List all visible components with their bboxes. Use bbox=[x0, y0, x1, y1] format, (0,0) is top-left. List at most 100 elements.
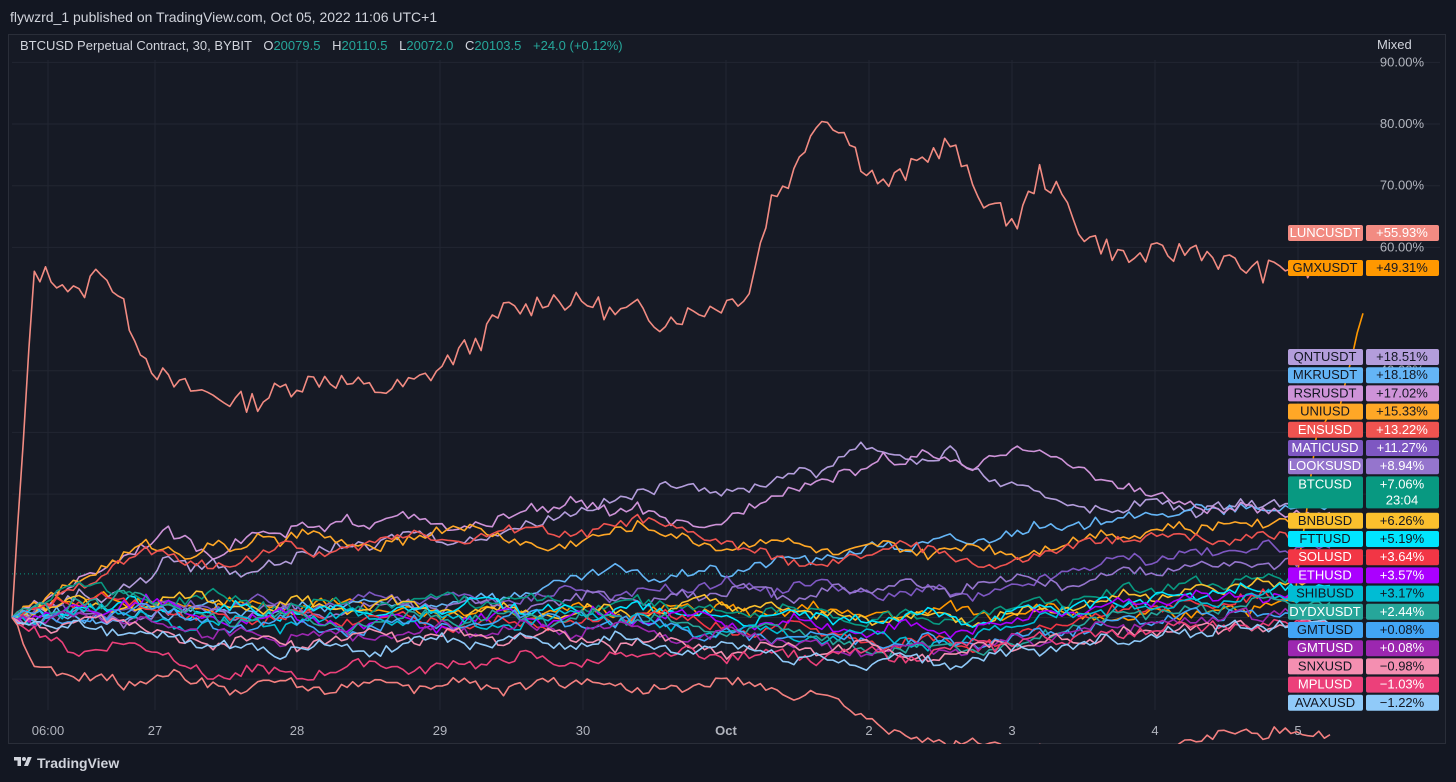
price-label-dydxusdt[interactable]: DYDXUSDT +2.44% bbox=[1288, 603, 1439, 620]
series-change: +18.18% bbox=[1376, 367, 1428, 382]
price-label-avaxusd[interactable]: AVAXUSD −1.22% bbox=[1288, 694, 1439, 711]
series-line[interactable] bbox=[11, 588, 1331, 654]
series-change: +6.26% bbox=[1380, 513, 1425, 528]
series-lines bbox=[11, 120, 1364, 764]
series-name: UNIUSD bbox=[1300, 404, 1350, 419]
series-line[interactable] bbox=[11, 513, 1331, 620]
x-tick-label: 29 bbox=[433, 723, 447, 738]
series-change: +55.93% bbox=[1376, 225, 1428, 240]
series-change: +13.22% bbox=[1376, 422, 1428, 437]
series-change: +3.57% bbox=[1380, 567, 1425, 582]
series-change: +3.64% bbox=[1380, 549, 1425, 564]
series-name: ETHUSD bbox=[1298, 567, 1351, 582]
series-name: AVAXUSD bbox=[1295, 695, 1355, 710]
series-line[interactable] bbox=[11, 517, 1331, 620]
high-value: 20110.5 bbox=[341, 38, 388, 53]
price-label-bnbusd[interactable]: BNBUSD +6.26% bbox=[1288, 512, 1439, 529]
open-value: 20079.5 bbox=[273, 38, 321, 53]
series-change: +15.33% bbox=[1376, 404, 1428, 419]
grid-lines bbox=[12, 60, 1440, 710]
price-label-ethusd[interactable]: ETHUSD +3.57% bbox=[1288, 567, 1439, 584]
series-line[interactable] bbox=[11, 441, 1331, 619]
price-label-btcusd[interactable]: BTCUSD +7.06%23:04 bbox=[1288, 476, 1439, 509]
x-axis: 06:00 27 28 29 30 Oct 2 3 4 5 bbox=[32, 723, 1302, 738]
series-price-labels: LUNCUSDT +55.93% GMXUSDT +49.31% QNTUSDT +18.… bbox=[1288, 225, 1439, 711]
series-line[interactable] bbox=[11, 502, 1331, 626]
price-label-rsrusdt[interactable]: RSRUSDT +17.02% bbox=[1288, 385, 1439, 402]
top-bar: flywzrd_1 published on TradingView.com, … bbox=[0, 0, 1456, 34]
series-line[interactable] bbox=[11, 602, 1331, 650]
low-value: 20072.0 bbox=[406, 38, 454, 53]
series-line[interactable] bbox=[11, 617, 1331, 764]
series-change: +5.19% bbox=[1380, 531, 1425, 546]
close-label: C bbox=[464, 38, 475, 53]
tradingview-brand[interactable]: TradingView bbox=[37, 755, 120, 771]
y-tick-label: 90.00% bbox=[1380, 54, 1425, 69]
price-label-fttusd[interactable]: FTTUSD +5.19% bbox=[1288, 531, 1439, 547]
y-tick-label: 80.00% bbox=[1380, 116, 1425, 131]
series-change: −1.22% bbox=[1380, 695, 1425, 710]
x-tick-label: 4 bbox=[1151, 723, 1158, 738]
series-change: +0.08% bbox=[1380, 640, 1425, 655]
price-label-gmxusdt[interactable]: GMXUSDT +49.31% bbox=[1288, 260, 1439, 276]
series-change: +17.02% bbox=[1376, 385, 1428, 400]
series-name: BTCUSD bbox=[1298, 476, 1351, 491]
series-name: LUNCUSDT bbox=[1290, 225, 1361, 240]
high-label: H bbox=[332, 38, 342, 53]
series-name: MKRUSDT bbox=[1293, 367, 1357, 382]
symbol-title[interactable]: BTCUSD Perpetual Contract, 30, BYBIT bbox=[20, 38, 252, 53]
price-label-solusd[interactable]: SOLUSD +3.64% bbox=[1288, 549, 1439, 566]
price-label-maticusd[interactable]: MATICUSD +11.27% bbox=[1288, 440, 1439, 456]
series-name: LOOKSUSD bbox=[1289, 458, 1361, 473]
series-change: +11.27% bbox=[1377, 440, 1428, 455]
series-change: +18.51% bbox=[1376, 349, 1428, 364]
price-label-ensusd[interactable]: ENSUSD +13.22% bbox=[1288, 421, 1439, 438]
change-value: +24.0 (+0.12%) bbox=[533, 38, 623, 53]
series-line[interactable] bbox=[11, 589, 1331, 659]
y-tick-label: 70.00% bbox=[1380, 178, 1425, 193]
price-label-shibusd[interactable]: SHIBUSD +3.17% bbox=[1288, 585, 1439, 602]
series-change: +3.17% bbox=[1380, 586, 1425, 601]
series-change: +7.06% bbox=[1380, 476, 1425, 491]
series-change: +2.44% bbox=[1380, 604, 1425, 619]
y-tick-label: 60.00% bbox=[1380, 239, 1425, 254]
btc-countdown: 23:04 bbox=[1386, 492, 1419, 507]
tradingview-logo-icon[interactable] bbox=[12, 755, 34, 769]
x-tick-label: 06:00 bbox=[32, 723, 65, 738]
price-label-mplusd[interactable]: MPLUSD −1.03% bbox=[1288, 676, 1439, 693]
series-line[interactable] bbox=[11, 445, 1331, 619]
series-name: SOLUSD bbox=[1298, 549, 1351, 564]
series-line[interactable] bbox=[11, 120, 1331, 618]
x-tick-label: 3 bbox=[1008, 723, 1015, 738]
price-label-looksusd[interactable]: LOOKSUSD +8.94% bbox=[1288, 458, 1439, 475]
series-name: SNXUSD bbox=[1298, 658, 1352, 673]
price-label-mkrusdt[interactable]: MKRUSDT +18.18% bbox=[1288, 367, 1439, 384]
series-line[interactable] bbox=[11, 607, 1331, 658]
scale-mode-label[interactable]: Mixed bbox=[1377, 37, 1412, 52]
price-label-qntusdt[interactable]: QNTUSDT +18.51% bbox=[1288, 349, 1439, 365]
series-line[interactable] bbox=[11, 616, 1331, 681]
price-label-luncusdt[interactable]: LUNCUSDT +55.93% bbox=[1288, 225, 1439, 241]
x-tick-label: 27 bbox=[148, 723, 162, 738]
series-change: +0.08% bbox=[1380, 622, 1425, 637]
symbol-legend[interactable]: BTCUSD Perpetual Contract, 30, BYBIT O20… bbox=[20, 38, 623, 53]
price-label-gmtusd[interactable]: GMTUSD +0.08% bbox=[1288, 640, 1439, 657]
series-line[interactable] bbox=[11, 582, 1331, 629]
series-change: −0.98% bbox=[1380, 658, 1425, 673]
open-label: O bbox=[263, 38, 274, 53]
series-name: RSRUSDT bbox=[1294, 385, 1357, 400]
price-label-uniusd[interactable]: UNIUSD +15.33% bbox=[1288, 403, 1439, 420]
price-label-snxusd[interactable]: SNXUSD −0.98% bbox=[1288, 658, 1439, 675]
price-label-gmtusd[interactable]: GMTUSD +0.08% bbox=[1288, 622, 1439, 638]
series-line[interactable] bbox=[11, 616, 1331, 672]
x-tick-label: 5 bbox=[1294, 723, 1301, 738]
bottom-bar bbox=[0, 744, 1456, 782]
series-name: QNTUSDT bbox=[1294, 349, 1357, 364]
series-name: ENSUSD bbox=[1298, 422, 1352, 437]
series-name: GMXUSDT bbox=[1293, 260, 1358, 275]
series-change: +49.31% bbox=[1376, 260, 1428, 275]
series-name: GMTUSD bbox=[1297, 640, 1353, 655]
x-tick-label: 2 bbox=[865, 723, 872, 738]
series-name: BNBUSD bbox=[1298, 513, 1352, 528]
